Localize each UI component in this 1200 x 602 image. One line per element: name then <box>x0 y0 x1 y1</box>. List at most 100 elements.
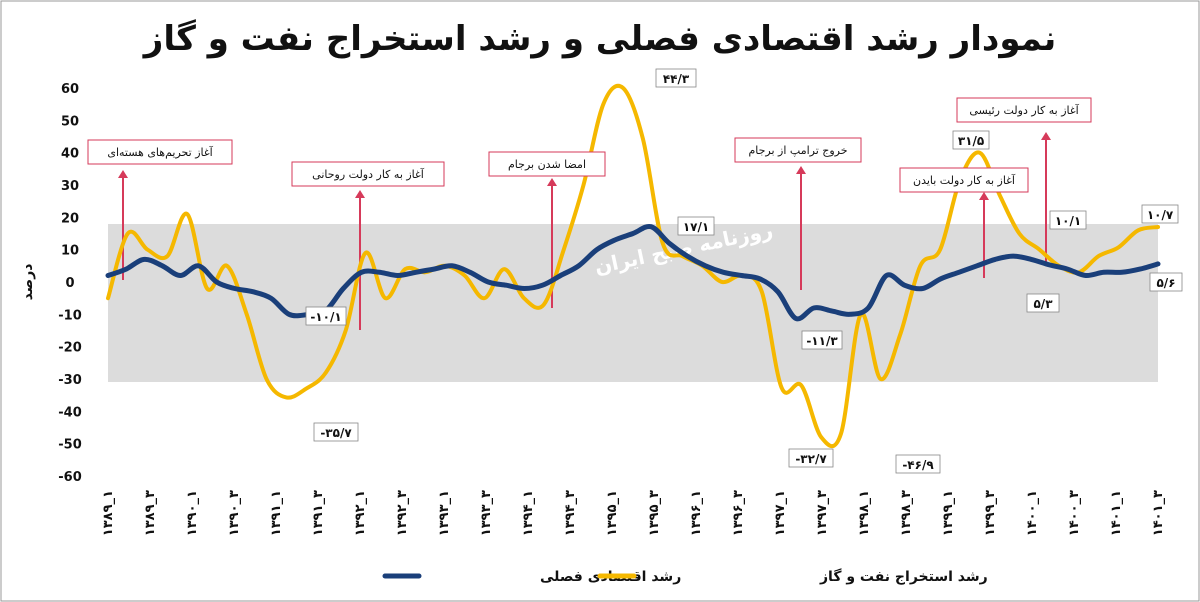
data-label-box <box>952 130 990 150</box>
data-label-box <box>655 68 697 88</box>
data-label-box <box>677 216 715 236</box>
y-tick-label: 50 <box>61 114 79 129</box>
data-label: -۱۰/۱ <box>305 306 347 326</box>
x-axis-ticks: ۱۳۸۹_۱ ۱۳۸۹_۳ ۱۳۹۰_۱ ۱۳۹۰_۳ ۱۳۹۱_۱ ۱۳۹۱_۳ ۱۳۹۲… <box>101 490 1166 536</box>
data-label-text: -۱۱/۳ <box>806 334 838 348</box>
annotation-arrow-head <box>355 190 365 198</box>
x-tick-label: ۱۳۹۱_۳ <box>311 490 326 536</box>
annotation-text: خروج ترامپ از برجام <box>748 144 847 157</box>
data-label-text: -۳۵/۷ <box>320 426 352 440</box>
annotation-arrow <box>796 166 806 290</box>
y-tick-label: 10 <box>61 244 79 259</box>
x-tick-label: ۱۴۰۰_۱ <box>1025 490 1040 536</box>
series-line-economic-growth <box>105 223 1161 322</box>
annotation-text: امضا شدن برجام <box>508 158 586 171</box>
data-label-text: -۴۶/۹ <box>902 458 934 472</box>
y-tick-label: -60 <box>58 470 82 485</box>
y-tick-label: 40 <box>61 147 79 162</box>
x-tick-label: ۱۳۹۹_۳ <box>983 490 998 536</box>
legend-item: رشد استخراج نفت و گاز <box>597 568 988 585</box>
x-tick-label: ۱۳۹۵_۱ <box>605 490 620 536</box>
annotation-box: آغاز به کار دولت رئیسی <box>956 97 1092 123</box>
x-tick-label: ۱۳۹۹_۱ <box>941 490 956 536</box>
annotation-layer: آغاز تحریم‌های هسته‌ای آغاز به کار دولت ر… <box>87 97 1092 193</box>
data-label-box <box>1141 204 1179 224</box>
x-tick-label: ۱۳۸۹_۱ <box>101 490 116 536</box>
y-tick-label: 20 <box>61 211 79 226</box>
annotation-box-rect <box>899 167 1029 193</box>
y-tick-label: 60 <box>61 82 79 97</box>
data-label-box <box>1049 210 1087 230</box>
data-label-text: -۱۰/۱ <box>310 310 341 324</box>
annotation-box-rect <box>734 137 862 163</box>
x-tick-label: ۱۳۹۶_۳ <box>731 490 746 536</box>
x-tick-label: ۱۳۹۰_۳ <box>227 490 242 536</box>
annotation-box-rect <box>956 97 1092 123</box>
annotation-box-rect <box>291 161 445 187</box>
data-label-text: ۱۰/۷ <box>1147 208 1174 222</box>
x-tick-label: ۱۴۰۱_۱ <box>1109 490 1124 536</box>
y-tick-label: -40 <box>58 405 82 420</box>
y-axis-ticks: 60 50 40 30 20 10 0 -10 -20 -30 -40 -50 -60 <box>58 82 82 485</box>
series-layer <box>105 83 1161 449</box>
data-label: ۴۴/۳ <box>655 68 697 88</box>
chart-title: نمودار رشد اقتصادی فصلی و رشد استخراج نف… <box>142 19 1057 59</box>
x-tick-label: ۱۳۹۰_۱ <box>185 490 200 536</box>
data-label-box <box>801 330 843 350</box>
data-label-text: ۴۴/۳ <box>663 72 690 86</box>
data-label-text: ۵/۳ <box>1033 297 1053 311</box>
data-label: -۴۶/۹ <box>895 454 941 474</box>
x-tick-label: ۱۳۹۶_۱ <box>689 490 704 536</box>
data-label: -۳۲/۷ <box>788 448 834 468</box>
x-tick-label: ۱۳۹۷_۱ <box>773 490 788 536</box>
legend-label: رشد استخراج نفت و گاز <box>819 568 988 585</box>
annotation-box: آغاز به کار دولت روحانی <box>291 161 445 187</box>
y-tick-label: 30 <box>61 179 79 194</box>
x-tick-label: ۱۳۹۲_۱ <box>353 490 368 536</box>
x-tick-label: ۱۳۹۲_۳ <box>395 490 410 536</box>
x-tick-label: ۱۳۹۱_۱ <box>269 490 284 536</box>
data-label-text: ۱۷/۱ <box>683 220 709 234</box>
data-label: ۱۷/۱ <box>677 216 715 236</box>
annotation-arrow-head <box>1041 132 1051 140</box>
x-tick-label: ۱۳۹۷_۳ <box>815 490 830 536</box>
annotation-text: آغاز تحریم‌های هسته‌ای <box>107 145 213 159</box>
data-label-layer: ۴۴/۳ ۱۷/۱ -۱۰/۱ -۳۵/۷ -۱۱/۳ -۳۲/۷ -۴۶/۹ ۳۱/۵ ۱۰/… <box>305 68 1183 474</box>
x-tick-label: ۱۳۹۳_۳ <box>479 490 494 536</box>
annotation-box-rect <box>488 151 606 177</box>
x-tick-label: ۱۳۸۹_۳ <box>143 490 158 536</box>
annotation-arrow-head <box>796 166 806 174</box>
series-line-oil-gas <box>106 83 1160 449</box>
x-tick-label: ۱۳۹۸_۳ <box>899 490 914 536</box>
annotation-box: امضا شدن برجام <box>488 151 606 177</box>
y-tick-label: -50 <box>58 438 82 453</box>
annotation-box-rect <box>87 139 233 165</box>
x-tick-label: ۱۳۹۵_۳ <box>647 490 662 536</box>
data-label-text: ۵/۶ <box>1156 276 1175 290</box>
data-label-text: ۱۰/۱ <box>1055 214 1081 228</box>
annotation-text: آغاز به کار دولت رئیسی <box>969 103 1079 117</box>
annotation-box: آغاز تحریم‌های هسته‌ای <box>87 139 233 165</box>
x-tick-label: ۱۳۹۴_۱ <box>521 490 536 536</box>
annotation-box: خروج ترامپ از برجام <box>734 137 862 163</box>
annotation-arrow-head <box>547 178 557 186</box>
annotation-arrow-head <box>118 170 128 178</box>
data-label: ۱۰/۱ <box>1049 210 1087 230</box>
annotation-text: آغاز به کار دولت بایدن <box>913 173 1016 187</box>
data-label-box <box>895 454 941 474</box>
annotation-arrow-head <box>979 192 989 200</box>
annotation-arrow <box>118 170 128 280</box>
y-tick-label: -20 <box>58 341 82 356</box>
data-label: ۵/۳ <box>1026 293 1060 313</box>
x-tick-label: ۱۴۰۱_۳ <box>1151 490 1166 536</box>
y-axis-label: درصد <box>20 264 36 301</box>
data-label-box <box>1026 293 1060 313</box>
data-label-text: ۳۱/۵ <box>958 134 984 148</box>
x-tick-label: ۱۴۰۰_۳ <box>1067 490 1082 536</box>
annotation-text: آغاز به کار دولت روحانی <box>312 167 425 181</box>
data-label-box <box>305 306 347 326</box>
data-label: ۱۰/۷ <box>1141 204 1179 224</box>
y-tick-label: -30 <box>58 373 82 388</box>
